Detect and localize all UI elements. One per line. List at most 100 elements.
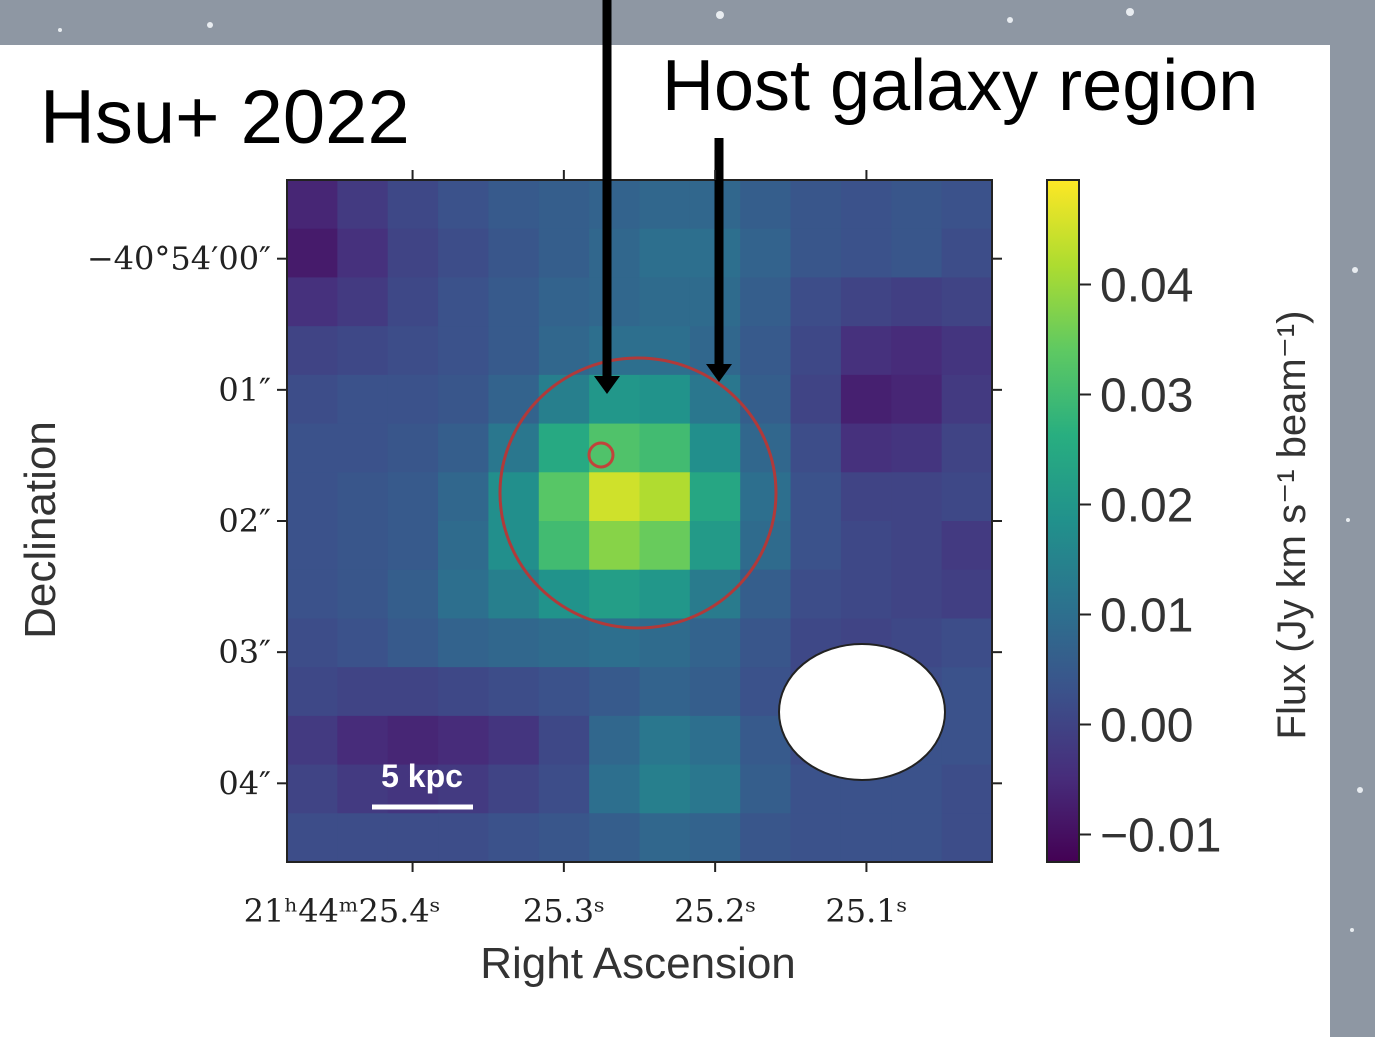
cell <box>387 472 439 522</box>
cell <box>538 521 590 571</box>
cell <box>891 374 943 425</box>
cell <box>337 667 389 717</box>
cell <box>790 228 842 279</box>
cell <box>790 521 842 571</box>
cell <box>287 521 338 571</box>
cell <box>689 715 741 766</box>
cell <box>639 472 691 522</box>
cell <box>287 667 338 717</box>
cell <box>337 228 389 279</box>
cell <box>941 764 993 814</box>
cell <box>840 374 892 425</box>
cell <box>287 277 338 327</box>
cell <box>941 326 993 376</box>
cell <box>337 423 389 473</box>
cell <box>941 277 993 327</box>
x-tick-label: 25.2ˢ <box>674 892 756 930</box>
cell <box>790 326 842 376</box>
cell <box>387 326 439 376</box>
cell <box>689 764 741 814</box>
cell <box>488 277 540 327</box>
cell <box>337 715 389 766</box>
cell <box>287 813 338 863</box>
cell <box>689 472 741 522</box>
cell <box>689 569 741 620</box>
beam <box>778 643 946 781</box>
cell <box>438 277 490 327</box>
cell <box>387 521 439 571</box>
annotation: Hsu+ 2022 <box>40 75 410 160</box>
cell <box>488 374 540 425</box>
cell <box>941 813 993 863</box>
cell <box>891 277 943 327</box>
cell <box>689 667 741 717</box>
cell <box>840 569 892 620</box>
cell <box>488 180 540 230</box>
heatmap <box>287 180 993 863</box>
cell <box>287 569 338 620</box>
cell <box>840 423 892 473</box>
cell <box>589 472 641 522</box>
cell <box>639 715 691 766</box>
cell <box>387 228 439 279</box>
x-axis-label: Right Ascension <box>480 939 796 988</box>
y-axis-label: Declination <box>16 421 65 639</box>
y-tick-label: −40°54′00″ <box>87 240 271 278</box>
cell <box>941 472 993 522</box>
cell <box>740 180 792 230</box>
y-tick-label: 04″ <box>218 764 271 802</box>
cell <box>740 472 792 522</box>
cell <box>488 667 540 717</box>
x-tick-label: 25.3ˢ <box>523 892 605 930</box>
cell <box>287 326 338 376</box>
cell <box>387 618 439 668</box>
cell <box>740 374 792 425</box>
colorbar-tick-label: −0.01 <box>1100 810 1221 863</box>
cell <box>337 569 389 620</box>
cell <box>790 374 842 425</box>
cell <box>538 326 590 376</box>
cell <box>840 326 892 376</box>
cell <box>488 472 540 522</box>
source-circle <box>587 441 615 469</box>
cell <box>287 423 338 473</box>
x-tick-label: 21ʰ44ᵐ25.4ˢ <box>244 892 441 930</box>
cell <box>438 180 490 230</box>
cell <box>689 423 741 473</box>
cell <box>488 326 540 376</box>
cell <box>337 521 389 571</box>
cell <box>891 423 943 473</box>
cell <box>387 715 439 766</box>
arrow-head <box>706 364 732 382</box>
cell <box>438 569 490 620</box>
cell <box>790 180 842 230</box>
cell <box>538 618 590 668</box>
cell <box>840 521 892 571</box>
cell <box>488 521 540 571</box>
cell <box>488 764 540 814</box>
cell <box>941 569 993 620</box>
cell <box>891 326 943 376</box>
cell <box>740 764 792 814</box>
cell <box>387 423 439 473</box>
cell <box>337 374 389 425</box>
scale-label: 5 kpc <box>381 758 463 794</box>
cell <box>438 618 490 668</box>
cell <box>639 764 691 814</box>
cell <box>689 374 741 425</box>
cell <box>589 277 641 327</box>
cell <box>589 423 641 473</box>
cell <box>941 667 993 717</box>
colorbar-tick-label: 0.01 <box>1100 590 1193 643</box>
cell <box>538 374 590 425</box>
cell <box>488 228 540 279</box>
cell <box>589 228 641 279</box>
cell <box>538 667 590 717</box>
cell <box>589 326 641 376</box>
cell <box>740 618 792 668</box>
cell <box>840 277 892 327</box>
cell <box>387 180 439 230</box>
y-tick-label: 01″ <box>218 371 271 409</box>
